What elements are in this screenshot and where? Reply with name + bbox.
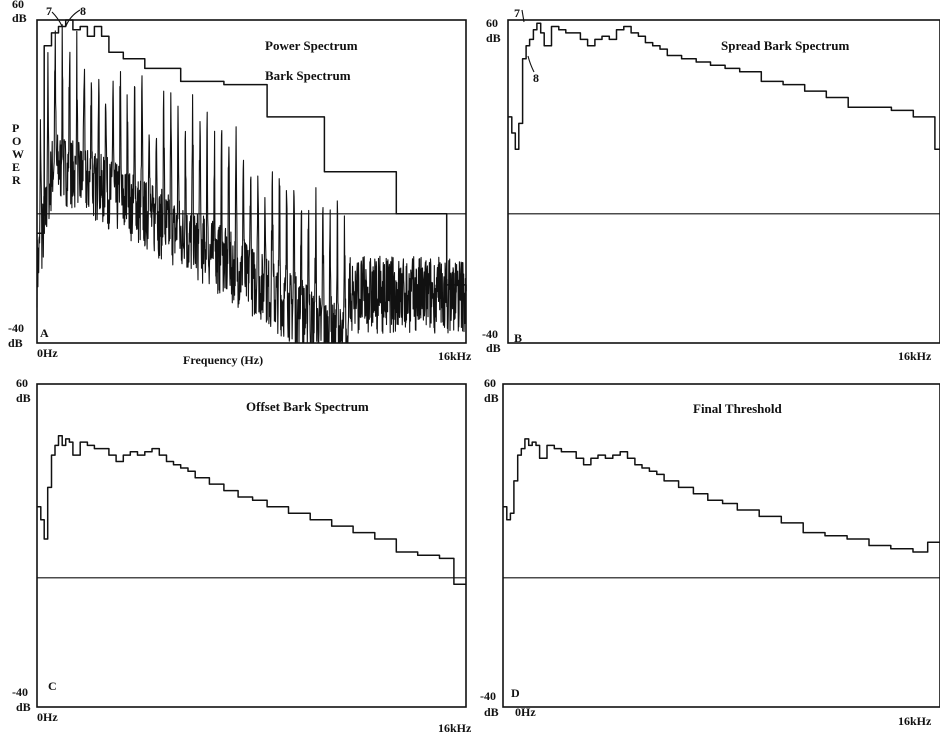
panel-b-annotation-7: 7 (514, 6, 520, 20)
panel-d-y-top-unit: dB (484, 391, 499, 405)
panel-c-offset-bark-curve (37, 434, 466, 586)
panel-c-frame (36, 383, 467, 708)
panel-b: 60 dB -40 dB B 16kHz Spread Bark Spectru… (482, 6, 940, 363)
panel-a-power-spectrum-curve (36, 24, 467, 344)
panel-d-y-bottom-label: -40 (480, 689, 496, 703)
panel-d-y-bottom-unit: dB (484, 705, 499, 719)
panel-c-x-end-label: 16kHz (438, 721, 472, 735)
panel-a-y-bottom-unit: dB (8, 336, 23, 350)
panel-a-annotation-8-pointer (65, 9, 81, 27)
panel-d-y-top-label: 60 (484, 376, 496, 390)
panel-a-bark-label: Bark Spectrum (265, 68, 351, 83)
panel-b-annotation-8-pointer (527, 55, 535, 73)
panel-a-x-end-label: 16kHz (438, 349, 472, 363)
panel-b-y-bottom-label: -40 (482, 327, 498, 341)
panel-a-annotation-7-pointer (51, 11, 63, 27)
panel-d-x-start-label: 0Hz (515, 705, 536, 719)
panel-b-y-top-unit: dB (486, 31, 501, 45)
panel-d-title: Final Threshold (693, 401, 783, 416)
panel-a-title: Power Spectrum (265, 38, 358, 53)
panel-a-y-top-unit: dB (12, 11, 27, 25)
panel-c-y-top-unit: dB (16, 391, 31, 405)
panel-c-y-bottom-unit: dB (16, 700, 31, 714)
panel-c-y-bottom-label: -40 (12, 685, 28, 699)
panel-c-y-top-label: 60 (16, 376, 28, 390)
panel-b-x-end-label: 16kHz (898, 349, 932, 363)
panel-b-letter: B (514, 331, 522, 345)
panel-a-x-axis-label: Frequency (Hz) (183, 353, 263, 367)
panel-b-annotation-7-pointer (521, 9, 525, 23)
panel-a-frame (36, 19, 467, 344)
panel-d-final-threshold-curve (503, 438, 940, 553)
panel-d-letter: D (511, 686, 520, 700)
panel-a-annotation-8: 8 (80, 4, 86, 18)
panel-b-y-bottom-unit: dB (486, 341, 501, 355)
panel-a-bark-spectrum-curve (37, 19, 467, 292)
panel-b-title: Spread Bark Spectrum (721, 38, 849, 53)
panel-c: 60 dB -40 dB 0Hz 16kHz C Offset Bark Spe… (12, 376, 472, 735)
panel-a-x-start-label: 0Hz (37, 346, 58, 360)
panel-b-frame (507, 19, 940, 344)
panel-d-frame (502, 383, 940, 708)
panel-a-annotation-7: 7 (46, 4, 52, 18)
panel-c-x-start-label: 0Hz (37, 710, 58, 724)
panel-d: 60 dB -40 dB 0Hz 16kHz D Final Threshold (480, 376, 940, 728)
panel-a-letter: A (40, 326, 49, 340)
panel-b-annotation-8: 8 (533, 71, 539, 85)
panel-b-y-top-label: 60 (486, 16, 498, 30)
panel-d-x-end-label: 16kHz (898, 714, 932, 728)
panel-c-letter: C (48, 679, 57, 693)
panel-a-y-bottom-label: -40 (8, 321, 24, 335)
panel-a-y-top-label: 60 (12, 0, 24, 11)
panel-b-spread-bark-curve (508, 22, 940, 150)
panel-c-title: Offset Bark Spectrum (246, 399, 369, 414)
